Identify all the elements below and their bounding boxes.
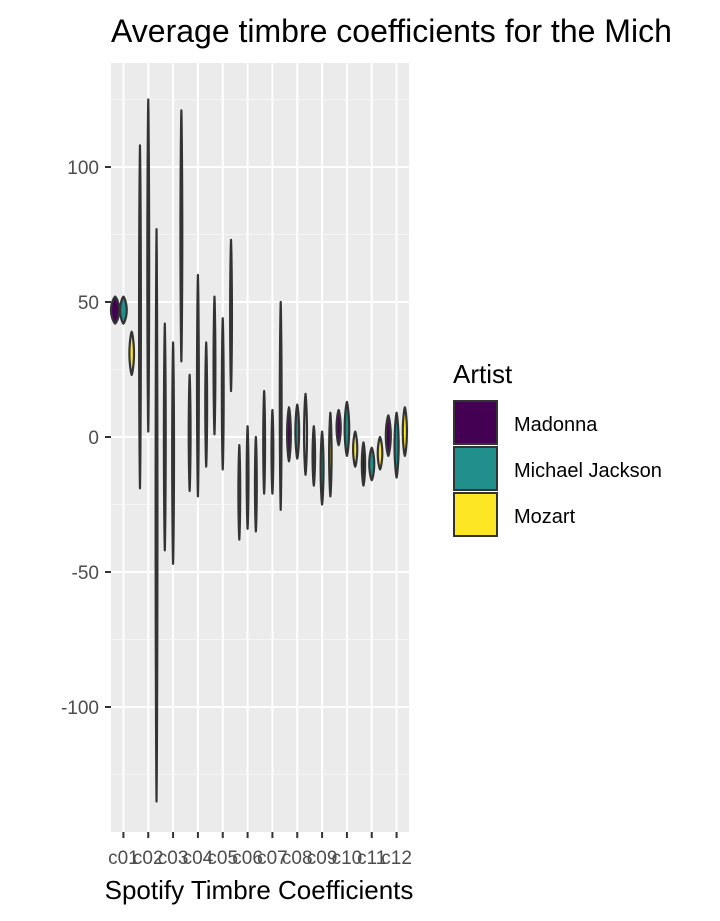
x-axis-title: Spotify Timbre Coefficients — [105, 875, 414, 905]
violin-c03 — [179, 109, 184, 363]
violin-c07 — [270, 408, 275, 495]
violin-c05 — [212, 295, 217, 436]
violins — [109, 98, 409, 803]
violin-c02 — [137, 144, 142, 490]
y-tick-label: 50 — [78, 293, 99, 314]
violin-c09 — [311, 425, 317, 487]
x-tick-label: c09 — [307, 848, 338, 869]
legend-key — [453, 492, 498, 537]
violin-c06 — [253, 435, 258, 533]
violin-c02 — [146, 98, 151, 433]
series-michael-jackson — [119, 98, 400, 566]
violin-c03 — [171, 341, 176, 566]
violin-c11 — [376, 435, 384, 471]
series-mozart — [128, 109, 409, 803]
violin-c08 — [294, 403, 301, 460]
violin-c07 — [278, 300, 283, 511]
violin-c10 — [335, 408, 342, 447]
violin-c07 — [262, 390, 267, 495]
violin-c03 — [162, 322, 167, 552]
violin-c06 — [237, 444, 242, 541]
violin-c02 — [154, 228, 159, 803]
legend-label: Mozart — [514, 506, 576, 528]
violin-c01 — [119, 295, 128, 325]
violin-c05 — [229, 238, 234, 393]
violin-c08 — [286, 406, 292, 463]
violin-c10 — [352, 430, 359, 468]
y-tick-label: -100 — [61, 698, 99, 719]
chart-title: Average timbre coefficients for the Mich — [111, 13, 672, 49]
x-tick-label: c08 — [282, 848, 313, 869]
series-madonna — [109, 144, 392, 552]
legend-key — [453, 446, 498, 491]
y-tick-label: -50 — [72, 563, 99, 584]
axes: -100 -50 0 50 100 c01c02c03c04c05c06c07c08c09… — [61, 158, 412, 869]
y-tick-label: 0 — [88, 428, 99, 449]
legend-label: Michael Jackson — [514, 460, 662, 482]
violin-c01 — [109, 295, 121, 325]
violin-c10 — [343, 400, 351, 457]
x-tick-label: c02 — [133, 848, 164, 869]
x-tick-label: c10 — [332, 848, 363, 869]
legend-title: Artist — [453, 359, 513, 389]
violin-c12 — [401, 406, 409, 457]
plot-panel — [111, 63, 409, 832]
violin-c04 — [195, 273, 200, 498]
violin-c04 — [187, 373, 192, 493]
violin-c12 — [384, 414, 392, 457]
violin-c11 — [368, 446, 376, 482]
violin-c09 — [328, 411, 333, 498]
violin-c11 — [360, 441, 367, 487]
y-tick-label: 100 — [67, 158, 99, 179]
violin-c04 — [204, 341, 209, 468]
x-tick-label: c06 — [232, 848, 263, 869]
x-tick-label: c11 — [357, 848, 386, 869]
violin-c05 — [220, 317, 225, 471]
violin-c12 — [393, 411, 400, 479]
violin-c09 — [319, 430, 325, 506]
violin-c06 — [245, 425, 250, 530]
legend: Artist Madonna Michael Jackson Mozart — [453, 359, 662, 537]
legend-label: Madonna — [514, 414, 598, 436]
x-tick-label: c04 — [183, 848, 214, 869]
x-tick-label: c01 — [108, 848, 139, 869]
legend-key — [453, 400, 498, 445]
violin-c01 — [128, 330, 136, 376]
x-tick-label: c12 — [381, 848, 412, 869]
x-tick-label: c07 — [257, 848, 288, 869]
panel-background — [111, 63, 409, 832]
violin-c08 — [302, 392, 309, 476]
x-tick-label: c05 — [207, 848, 238, 869]
x-tick-label: c03 — [158, 848, 189, 869]
